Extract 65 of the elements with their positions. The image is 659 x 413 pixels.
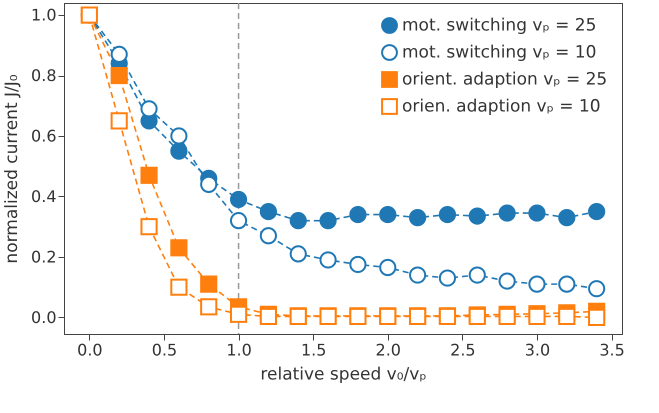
legend-label: orien. adaption vₚ = 10: [402, 96, 601, 116]
point: [170, 142, 188, 160]
point: [558, 308, 576, 326]
point: [379, 206, 396, 224]
point: [140, 166, 158, 184]
point: [468, 208, 486, 225]
point: [319, 212, 337, 230]
y-tick-label: 0.8: [31, 66, 56, 86]
x-tick-label: 1.5: [300, 340, 326, 360]
x-tick-label: 0.5: [152, 340, 178, 360]
point: [290, 245, 307, 262]
point: [200, 276, 218, 293]
point: [140, 100, 158, 118]
point: [558, 276, 576, 293]
point: [528, 308, 546, 326]
legend-label: mot. switching vₚ = 10: [402, 42, 596, 62]
point: [260, 227, 277, 244]
point: [170, 239, 188, 256]
point: [349, 256, 367, 274]
y-tick-label: 0.4: [31, 186, 56, 206]
point: [379, 258, 396, 276]
y-tick-label: 0.6: [31, 126, 56, 146]
point: [110, 112, 128, 130]
point: [558, 209, 576, 226]
point: [260, 203, 277, 220]
point: [260, 308, 277, 326]
point: [170, 278, 188, 296]
y-tick-label: 1.0: [31, 6, 56, 25]
x-tick-label: 3.0: [524, 340, 550, 360]
point: [230, 306, 248, 323]
point: [349, 206, 367, 224]
y-tick-label: 0.0: [31, 308, 56, 327]
point: [528, 276, 546, 293]
point: [409, 266, 426, 284]
point: [170, 127, 188, 145]
point: [110, 46, 128, 63]
point: [290, 212, 307, 230]
point: [438, 206, 456, 224]
point: [498, 204, 516, 222]
point: [200, 176, 218, 193]
x-tick-label: 2.0: [376, 340, 401, 360]
x-tick-label: 1.0: [226, 340, 252, 360]
point: [588, 280, 606, 298]
legend-label: mot. switching vₚ = 25: [402, 16, 596, 36]
point: [140, 218, 158, 236]
point: [528, 204, 546, 222]
point: [319, 251, 337, 269]
point: [498, 308, 516, 326]
point: [230, 190, 248, 208]
x-tick-label: 0.0: [77, 340, 103, 360]
point: [230, 212, 248, 230]
point: [498, 272, 516, 290]
point: [588, 203, 606, 220]
x-axis-title: relative speed v₀/vₚ: [260, 364, 427, 384]
point: [468, 266, 486, 284]
y-axis-title: normalized current J/J₀: [2, 74, 22, 264]
point: [200, 298, 218, 316]
point: [438, 270, 456, 287]
x-tick-label: 2.5: [450, 340, 476, 360]
point: [409, 209, 426, 226]
legend-label: orient. adaption vₚ = 25: [402, 70, 608, 90]
point: [110, 66, 128, 84]
point: [588, 308, 606, 326]
x-tick-label: 3.5: [599, 340, 625, 360]
y-tick-label: 0.2: [31, 247, 56, 266]
